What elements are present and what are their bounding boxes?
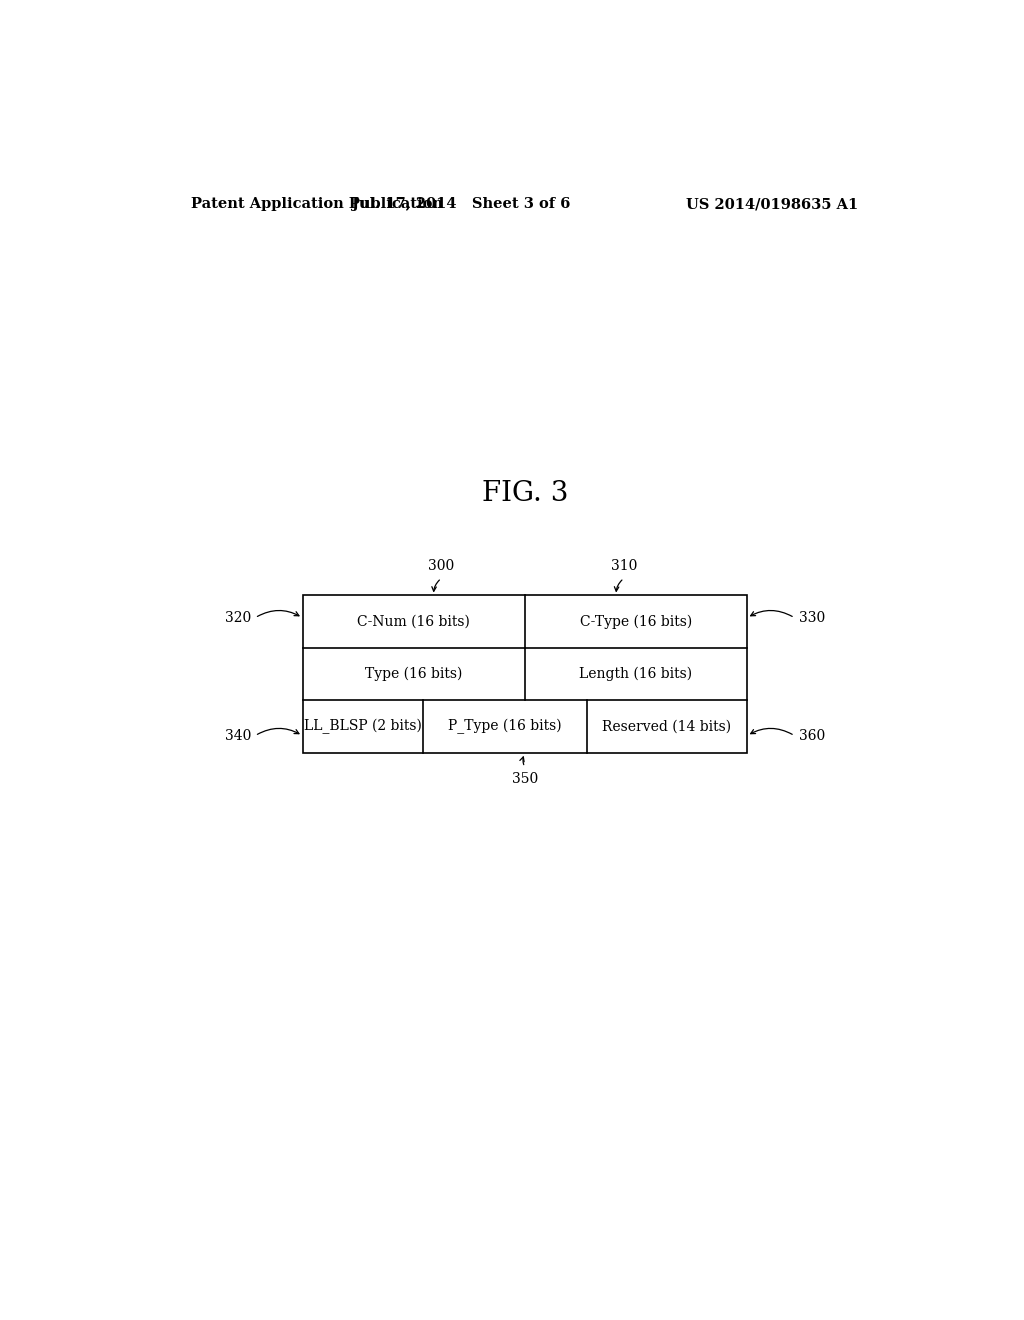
Text: Type (16 bits): Type (16 bits) bbox=[365, 667, 463, 681]
Text: Patent Application Publication: Patent Application Publication bbox=[191, 197, 443, 211]
Text: 310: 310 bbox=[610, 560, 637, 573]
Text: 300: 300 bbox=[428, 560, 455, 573]
Text: C-Num (16 bits): C-Num (16 bits) bbox=[357, 615, 470, 628]
Text: LL_BLSP (2 bits): LL_BLSP (2 bits) bbox=[304, 719, 422, 734]
Text: 340: 340 bbox=[224, 729, 251, 743]
Bar bbox=[303, 595, 748, 752]
Text: 330: 330 bbox=[799, 611, 825, 624]
Text: Reserved (14 bits): Reserved (14 bits) bbox=[602, 719, 731, 734]
Text: Jul. 17, 2014   Sheet 3 of 6: Jul. 17, 2014 Sheet 3 of 6 bbox=[352, 197, 570, 211]
Text: FIG. 3: FIG. 3 bbox=[481, 480, 568, 507]
Text: 360: 360 bbox=[799, 729, 825, 743]
Text: C-Type (16 bits): C-Type (16 bits) bbox=[580, 615, 692, 628]
Text: 320: 320 bbox=[224, 611, 251, 624]
Text: P_Type (16 bits): P_Type (16 bits) bbox=[447, 719, 561, 734]
Text: 350: 350 bbox=[512, 772, 538, 787]
Text: Length (16 bits): Length (16 bits) bbox=[580, 667, 692, 681]
Text: US 2014/0198635 A1: US 2014/0198635 A1 bbox=[686, 197, 858, 211]
